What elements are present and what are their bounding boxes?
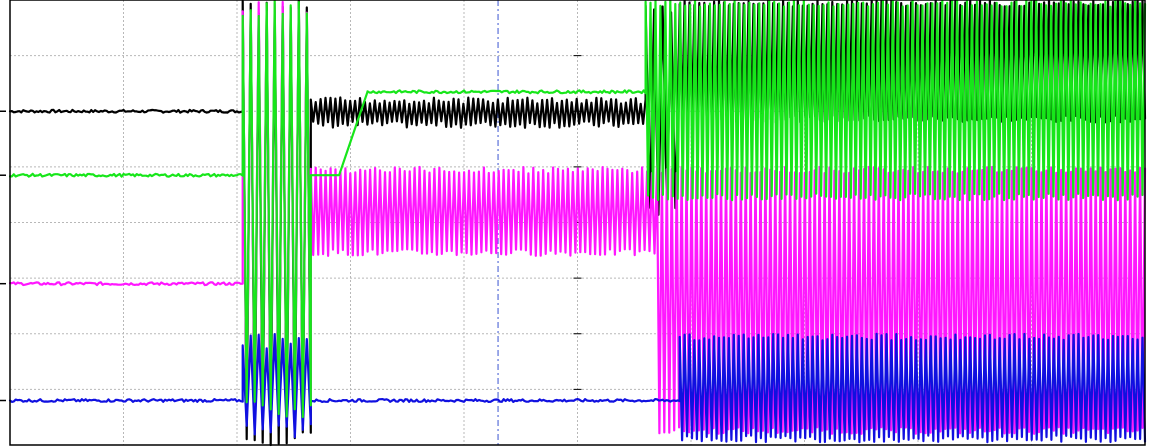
trace-green (8, 0, 1147, 419)
trace-blue (8, 332, 1147, 444)
traces (8, 0, 1147, 447)
left-axis-ticks (0, 110, 6, 402)
trace-black (8, 0, 1147, 447)
trace-magenta (8, 0, 1147, 435)
plot-frame (9, 0, 1146, 446)
